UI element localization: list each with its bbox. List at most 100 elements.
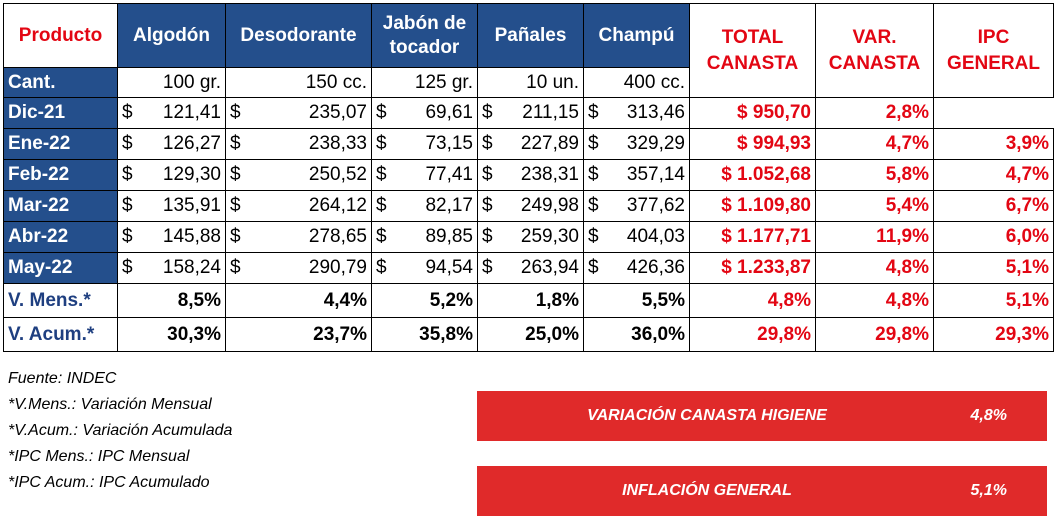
header-ipc-line2: GENERAL [947, 52, 1040, 74]
price-cell-champu: $377,62 [583, 190, 690, 222]
ipc-general-cell: 3,9% [933, 128, 1054, 160]
price-cell-panales: $238,31 [477, 159, 584, 191]
price-cell-jabon: $89,85 [371, 221, 478, 253]
vacum-panales: 25,0% [477, 317, 584, 352]
price-cell-jabon: $73,15 [371, 128, 478, 160]
price-cell-jabon: $82,17 [371, 190, 478, 222]
currency-symbol: $ [482, 226, 493, 247]
row-label: May-22 [3, 252, 118, 284]
price-value: 89,85 [425, 226, 473, 247]
vacum-jabon: 35,8% [371, 317, 478, 352]
price-cell-desodorante: $264,12 [225, 190, 372, 222]
ipc-general-cell: 6,0% [933, 221, 1054, 253]
price-cell-champu: $404,03 [583, 221, 690, 253]
vacum-champu: 36,0% [583, 317, 690, 352]
currency-symbol: $ [376, 133, 387, 154]
cant-algodon: 100 gr. [117, 67, 226, 98]
total-canasta-cell: $ 950,70 [689, 97, 816, 129]
total-canasta-cell: $ 1.052,68 [689, 159, 816, 191]
row-label: Ene-22 [3, 128, 118, 160]
banner-inflacion-value: 5,1% [970, 482, 1007, 499]
price-value: 278,65 [308, 226, 367, 247]
price-value: 313,46 [626, 102, 685, 123]
vmens-champu: 5,5% [583, 283, 690, 318]
price-cell-panales: $211,15 [477, 97, 584, 129]
header-algodon: Algodón [117, 3, 226, 68]
vacum-algodon: 30,3% [117, 317, 226, 352]
currency-symbol: $ [230, 102, 241, 123]
currency-symbol: $ [376, 195, 387, 216]
price-value: 263,94 [520, 257, 579, 278]
price-value: 377,62 [626, 195, 685, 216]
row-label: Abr-22 [3, 221, 118, 253]
price-cell-jabon: $69,61 [371, 97, 478, 129]
currency-symbol: $ [376, 164, 387, 185]
footnote-ipc-mens: *IPC Mens.: IPC Mensual [8, 448, 190, 465]
price-value: 211,15 [522, 102, 579, 123]
header-desodorante: Desodorante [225, 3, 372, 68]
price-table: Producto Algodón Desodorante Jabón de toc… [3, 3, 1054, 352]
currency-symbol: $ [482, 164, 493, 185]
banner-inflacion-general: INFLACIÓN GENERAL 5,1% [477, 466, 1047, 516]
row-label: Mar-22 [3, 190, 118, 222]
price-value: 250,52 [308, 164, 367, 185]
currency-symbol: $ [588, 257, 599, 278]
price-cell-champu: $329,29 [583, 128, 690, 160]
price-cell-algodon: $121,41 [117, 97, 226, 129]
price-value: 129,30 [162, 164, 221, 185]
vmens-row: V. Mens.* 8,5% 4,4% 5,2% 1,8% 5,5% 4,8% … [3, 283, 1054, 318]
price-cell-champu: $313,46 [583, 97, 690, 129]
price-value: 249,98 [520, 195, 579, 216]
price-cell-algodon: $135,91 [117, 190, 226, 222]
total-canasta-cell: $ 1.233,87 [689, 252, 816, 284]
vacum-var: 29,8% [815, 317, 934, 352]
price-cell-panales: $227,89 [477, 128, 584, 160]
vmens-total: 4,8% [689, 283, 816, 318]
footnote-vmens: *V.Mens.: Variación Mensual [8, 396, 212, 413]
header-total-canasta: TOTAL CANASTA [689, 3, 816, 98]
vmens-desodorante: 4,4% [225, 283, 372, 318]
price-value: 145,88 [162, 226, 221, 247]
table-row: Ene-22 $126,27 $238,33 $73,15 $227,89 $329,29… [3, 128, 1054, 160]
price-value: 158,24 [162, 257, 221, 278]
vacum-desodorante: 23,7% [225, 317, 372, 352]
total-canasta-cell: $ 1.177,71 [689, 221, 816, 253]
ipc-general-cell: 6,7% [933, 190, 1054, 222]
banner-variacion-value: 4,8% [970, 407, 1007, 424]
price-cell-desodorante: $238,33 [225, 128, 372, 160]
total-canasta-cell: $ 1.109,80 [689, 190, 816, 222]
cant-label: Cant. [3, 67, 118, 98]
header-ipc-line1: IPC [977, 26, 1010, 48]
price-value: 404,03 [626, 226, 685, 247]
header-var-canasta: VAR. CANASTA [815, 3, 934, 98]
currency-symbol: $ [588, 133, 599, 154]
price-value: 264,12 [308, 195, 367, 216]
cant-row: Cant. 100 gr. 150 cc. 125 gr. 10 un. 400… [3, 67, 1054, 98]
vacum-ipc: 29,3% [933, 317, 1054, 352]
price-value: 329,29 [626, 133, 685, 154]
vacum-total: 29,8% [689, 317, 816, 352]
currency-symbol: $ [588, 102, 599, 123]
table-row: Mar-22 $135,91 $264,12 $82,17 $249,98 $377,62… [3, 190, 1054, 222]
total-canasta-cell: $ 994,93 [689, 128, 816, 160]
currency-symbol: $ [122, 102, 133, 123]
vacum-row: V. Acum.* 30,3% 23,7% 35,8% 25,0% 36,0% … [3, 317, 1054, 352]
vmens-jabon: 5,2% [371, 283, 478, 318]
currency-symbol: $ [376, 257, 387, 278]
price-cell-desodorante: $250,52 [225, 159, 372, 191]
currency-symbol: $ [588, 226, 599, 247]
header-var-line1: VAR. [852, 26, 897, 48]
price-value: 135,91 [162, 195, 221, 216]
vmens-panales: 1,8% [477, 283, 584, 318]
footnote-ipc-acum: *IPC Acum.: IPC Acumulado [8, 474, 210, 491]
price-cell-panales: $259,30 [477, 221, 584, 253]
banner-variacion-canasta: VARIACIÓN CANASTA HIGIENE 4,8% [477, 391, 1047, 441]
price-cell-desodorante: $235,07 [225, 97, 372, 129]
currency-symbol: $ [482, 257, 493, 278]
price-value: 69,61 [425, 102, 473, 123]
price-value: 235,07 [308, 102, 367, 123]
vmens-var: 4,8% [815, 283, 934, 318]
cant-jabon: 125 gr. [371, 67, 478, 98]
price-value: 77,41 [425, 164, 473, 185]
vmens-ipc: 5,1% [933, 283, 1054, 318]
